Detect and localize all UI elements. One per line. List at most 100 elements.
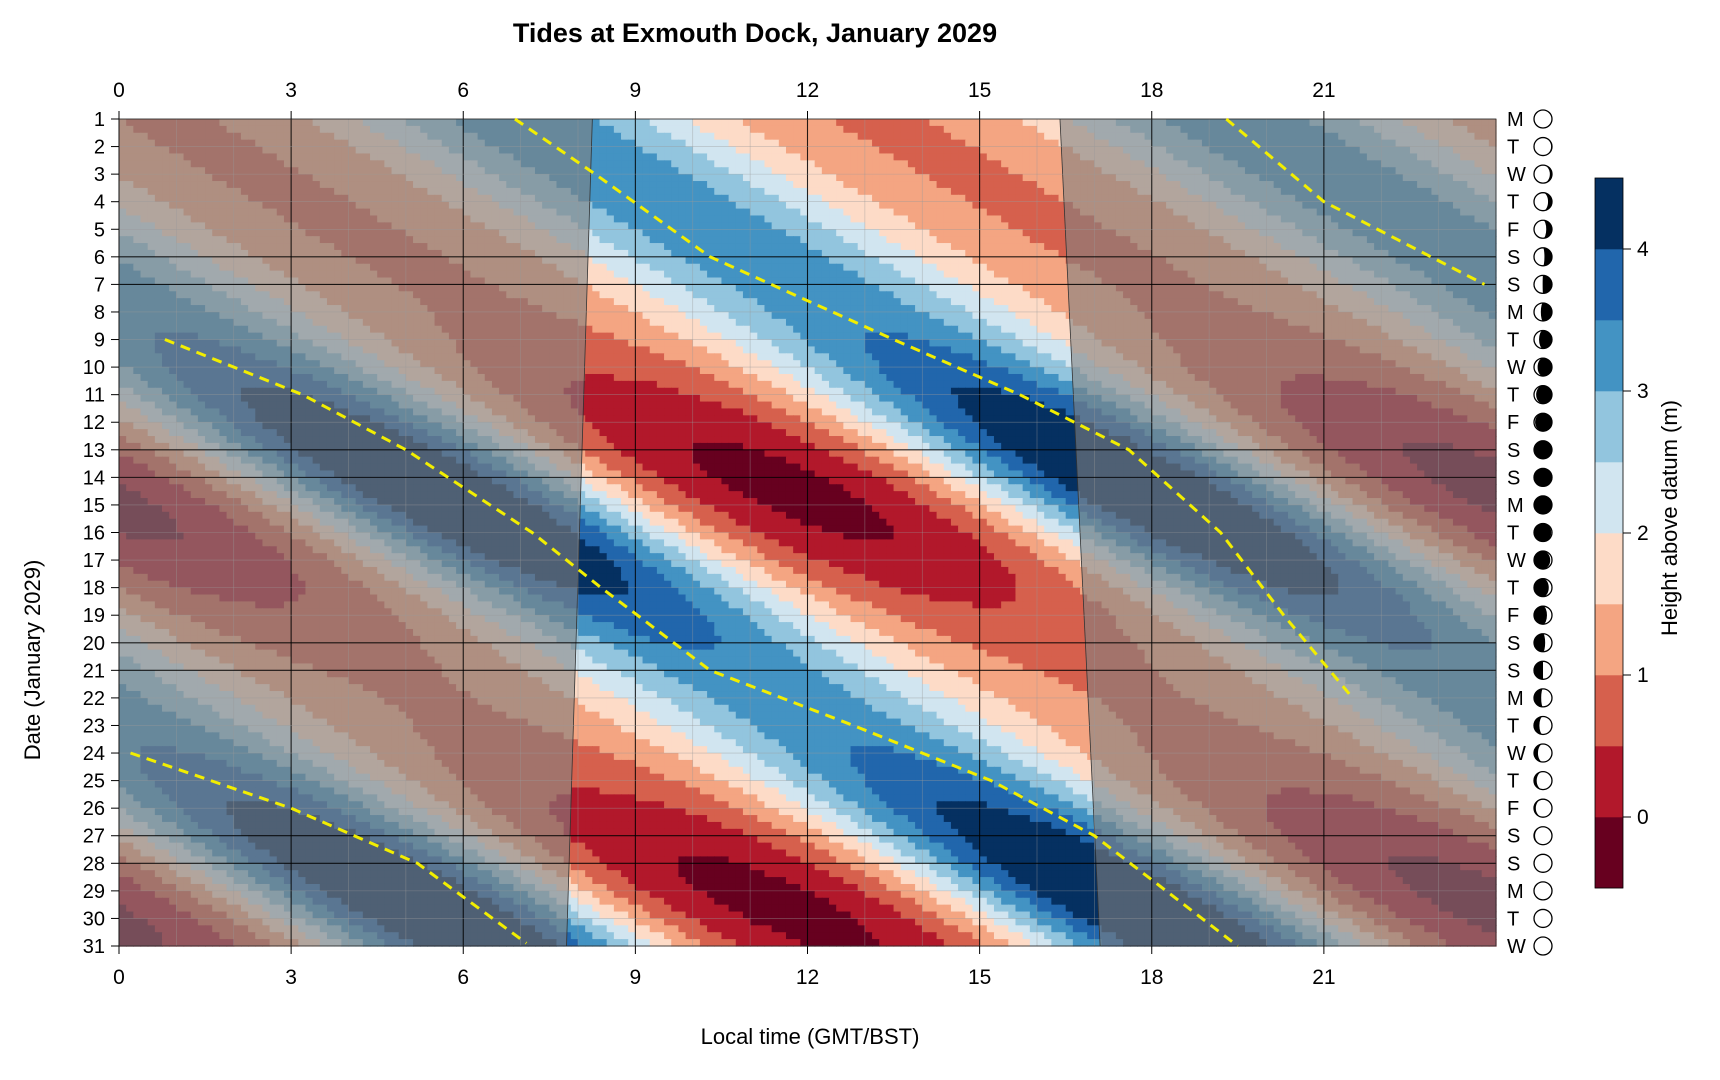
heat-cell: [829, 291, 837, 299]
heat-cell: [771, 160, 780, 168]
heat-cell: [1015, 132, 1024, 141]
heat-cell: [843, 181, 852, 189]
heat-cell: [685, 249, 694, 258]
heat-cell: [707, 174, 715, 182]
heat-cell: [1058, 208, 1067, 217]
heat-cell: [922, 215, 931, 223]
heat-cell: [1008, 194, 1017, 203]
heat-cell: [943, 263, 952, 272]
heat-cell: [993, 146, 1002, 155]
heat-cell: [671, 132, 679, 141]
heat-cell: [664, 249, 672, 258]
heat-cell: [800, 167, 809, 175]
heat-cell: [742, 153, 751, 161]
heat-cell: [886, 270, 895, 279]
heat-cell: [664, 277, 672, 285]
heat-cell: [950, 284, 959, 292]
heat-cell: [742, 256, 751, 265]
heat-cell: [958, 187, 966, 196]
heat-cell: [807, 208, 816, 217]
heat-cell: [678, 215, 687, 223]
heat-cell: [900, 277, 909, 285]
heat-cell: [1058, 222, 1067, 230]
heat-cell: [1058, 187, 1067, 196]
heat-cell: [785, 194, 794, 203]
heat-cell: [900, 125, 909, 134]
heat-cell: [1044, 263, 1052, 272]
heat-cell: [936, 167, 945, 175]
heat-cell: [656, 215, 665, 223]
heat-cell: [807, 229, 816, 237]
heat-cell: [606, 270, 615, 279]
heat-cell: [656, 139, 665, 148]
heat-cell: [606, 181, 615, 189]
heat-cell: [1029, 139, 1038, 148]
heat-cell: [785, 222, 794, 230]
heat-cell: [699, 139, 708, 148]
heat-cell: [678, 160, 687, 168]
heat-cell: [613, 119, 622, 127]
heat-cell: [599, 139, 608, 148]
heat-cell: [785, 146, 794, 155]
heat-cell: [599, 167, 608, 175]
heat-cell: [642, 146, 651, 155]
heat-cell: [692, 236, 701, 244]
heat-cell: [922, 119, 931, 127]
heat-cell: [771, 187, 780, 196]
heat-cell: [1022, 270, 1031, 279]
heat-cell: [678, 208, 687, 217]
heat-cell: [635, 194, 644, 203]
heat-cell: [836, 215, 844, 223]
heat-cell: [965, 160, 974, 168]
heat-cell: [685, 187, 694, 196]
heat-cell: [685, 284, 694, 292]
heat-cell: [771, 174, 780, 182]
heat-cell: [965, 181, 974, 189]
heat-cell: [950, 119, 959, 127]
heat-cell: [778, 270, 787, 279]
heat-cell: [857, 174, 866, 182]
heat-cell: [793, 194, 801, 203]
heat-cell: [714, 208, 723, 217]
heat-cell: [907, 256, 916, 265]
heat-cell: [613, 284, 622, 292]
heat-cell: [621, 277, 629, 285]
heat-cell: [728, 270, 737, 279]
heat-cell: [807, 146, 816, 155]
heat-cell: [750, 132, 758, 141]
heat-cell: [879, 229, 887, 237]
heat-cell: [886, 194, 895, 203]
heat-cell: [1037, 277, 1045, 285]
heat-cell: [642, 243, 651, 251]
heat-cell: [950, 263, 959, 272]
heat-cell: [793, 215, 801, 223]
heat-cell: [936, 119, 945, 127]
heat-cell: [900, 284, 909, 292]
heat-cell: [1015, 236, 1024, 244]
heat-cell: [993, 160, 1002, 168]
heat-cell: [929, 284, 938, 292]
heat-cell: [1001, 153, 1009, 161]
heat-cell: [671, 256, 679, 265]
heat-cell: [764, 187, 773, 196]
heat-cell: [599, 208, 608, 217]
heat-cell: [771, 277, 780, 285]
heat-cell: [836, 181, 844, 189]
heat-cell: [735, 153, 744, 161]
heat-cell: [1029, 256, 1038, 265]
heat-cell: [757, 160, 766, 168]
heat-cell: [915, 215, 923, 223]
heat-cell: [979, 181, 988, 189]
heat-cell: [929, 256, 938, 265]
heat-cell: [1008, 181, 1017, 189]
heat-cell: [1015, 194, 1024, 203]
heat-cell: [943, 181, 952, 189]
heat-cell: [936, 194, 945, 203]
heat-cell: [986, 146, 995, 155]
heat-cell: [1008, 187, 1017, 196]
heat-cell: [814, 119, 823, 127]
heat-cell: [993, 208, 1002, 217]
heat-cell: [800, 119, 809, 127]
heat-cell: [635, 243, 644, 251]
heat-cell: [1008, 284, 1017, 292]
